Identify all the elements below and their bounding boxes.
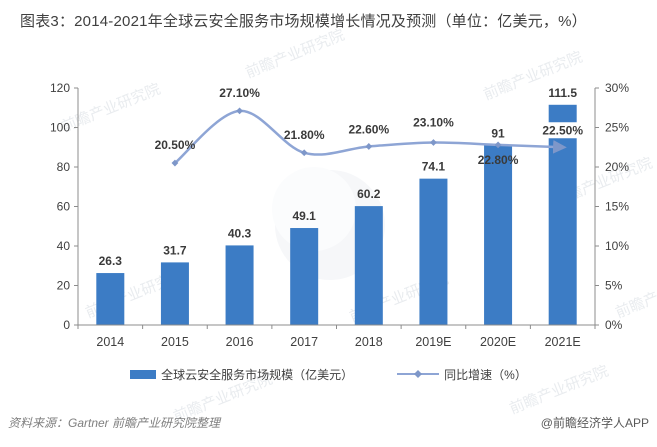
right-axis-label-10%: 10% [605,239,629,253]
data-source-note: 资料来源：Gartner 前瞻产业研究院整理 [8,415,221,430]
footer: 资料来源：Gartner 前瞻产业研究院整理 @前瞻经济学人APP [8,412,649,432]
bar-label-2017: 49.1 [293,209,317,223]
line-label-2017: 21.80% [284,128,325,142]
x-axis-label-2018: 2018 [355,335,383,349]
x-axis-label-2020E: 2020E [480,335,516,349]
legend-bar-swatch [130,369,157,379]
bar-2018 [354,206,383,325]
line-marker-2017 [300,149,308,157]
line-marker-2015 [171,159,179,167]
x-axis-label-2021E: 2021E [545,335,581,349]
left-axis-label-20: 20 [57,279,71,293]
bar-2019E [419,178,448,325]
legend-item-line: 同比增速（%） [397,366,527,383]
left-axis-label-120: 120 [50,81,70,95]
bar-label-2019E: 74.1 [422,160,446,174]
bar-2015 [160,262,189,325]
line-label-2019E: 23.10% [413,116,454,130]
bar-label-2020E: 91 [491,126,505,140]
line-marker-2016 [236,107,243,115]
bar-2016 [225,245,254,325]
bar-2020E [484,145,513,325]
bar-2017 [290,228,319,325]
bar-label-2021E: 111.5 [548,86,577,100]
watermark-text: 前瞻产业研究院 [613,266,657,322]
left-axis-label-0: 0 [63,318,70,332]
line-label-bg [537,122,588,139]
bar-label-2014: 26.3 [99,254,123,268]
right-axis-label-25%: 25% [605,121,629,135]
x-axis-label-2017: 2017 [290,335,318,349]
line-marker-2018 [365,143,373,150]
right-axis-label-0%: 0% [605,318,623,332]
legend-line-label: 同比增速（%） [444,367,527,382]
right-axis-label-30%: 30% [605,81,629,95]
left-axis-label-80: 80 [57,160,71,174]
line-label-2015: 20.50% [155,138,196,152]
right-axis-label-20%: 20% [605,160,629,174]
line-marker-2020E [494,141,502,149]
left-axis-label-60: 60 [57,200,71,214]
watermark-text: 前瞻产业研究院 [243,26,347,82]
right-axis-label-15%: 15% [605,200,629,214]
line-label-2016: 27.10% [219,86,260,100]
chart-title: 图表3：2014-2021年全球云安全服务市场规模增长情况及预测（单位：亿美元，… [20,13,587,30]
line-label-2021E: 22.50% [542,123,583,137]
left-axis-label-100: 100 [50,121,70,135]
legend-item-bar: 全球云安全服务市场规模（亿美元） [130,366,353,383]
line-label-2018: 22.60% [348,122,389,136]
x-axis-label-2014: 2014 [96,335,124,349]
bar-label-2016: 40.3 [228,226,252,240]
bar-label-2015: 31.7 [163,243,187,257]
bar-2014 [96,273,125,325]
left-axis-label-40: 40 [57,239,71,253]
legend-line-swatch [397,370,440,378]
app-credit: @前瞻经济学人APP [540,415,649,430]
x-axis-label-2019E: 2019E [415,335,451,349]
line-marker-2019E [430,139,437,146]
right-axis-label-5%: 5% [605,279,623,293]
x-axis-label-2015: 2015 [161,335,189,349]
legend-bar-label: 全球云安全服务市场规模（亿美元） [161,367,354,382]
line-label-2020E: 22.80% [478,153,519,167]
bar-label-2018: 60.2 [357,187,381,201]
legend: 全球云安全服务市场规模（亿美元） 同比增速（%） [0,364,657,384]
x-axis-label-2016: 2016 [226,335,254,349]
